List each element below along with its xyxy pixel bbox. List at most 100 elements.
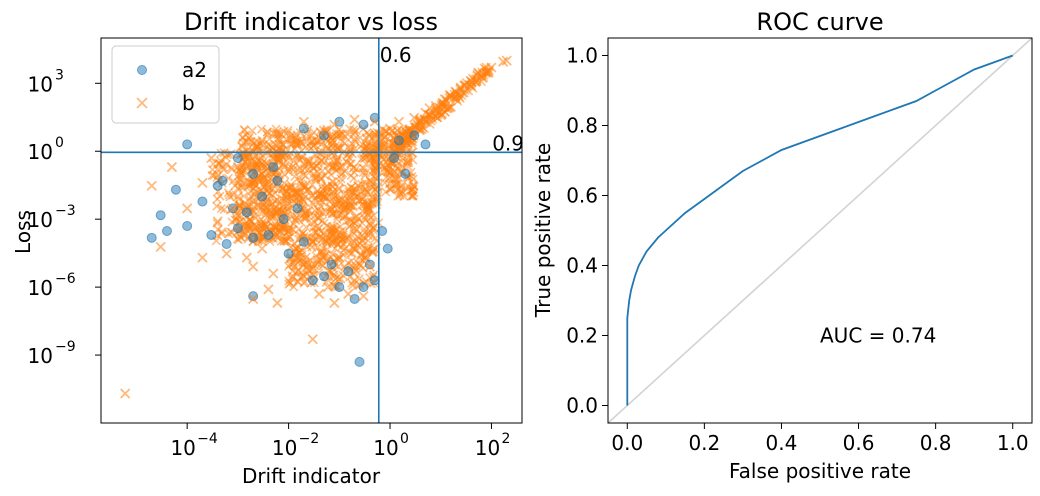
cloud-x-mark — [252, 222, 262, 232]
point-a2 — [364, 259, 375, 270]
cloud-x-mark — [300, 203, 310, 213]
cloud-x-mark — [281, 186, 291, 196]
cloud-x-mark — [316, 190, 326, 200]
cloud-x-mark — [273, 130, 283, 140]
point-b — [221, 248, 232, 259]
point-a2 — [278, 214, 289, 225]
cloud-x-mark — [288, 164, 298, 175]
point-a2 — [319, 130, 330, 141]
cloud-x-mark — [311, 227, 321, 237]
cloud-x-mark — [350, 136, 360, 146]
point-b — [466, 76, 477, 87]
point-b — [455, 83, 467, 94]
scatter-chart: Drift indicator vs loss 0.60.9 10 −4 10 −2 1… — [11, 8, 524, 488]
point-b — [298, 116, 310, 127]
cloud-x-mark — [296, 272, 306, 282]
cloud-x-mark — [431, 112, 441, 122]
point-a2 — [217, 175, 228, 186]
point-b — [415, 114, 426, 125]
cloud-x-mark — [247, 126, 257, 136]
roc-curve — [626, 54, 1014, 406]
cloud-x-mark — [222, 159, 232, 169]
point-b — [256, 168, 268, 180]
cloud-x-mark — [315, 207, 325, 217]
cloud-x-mark — [403, 148, 413, 158]
point-a2 — [334, 282, 345, 293]
cloud-x-mark — [395, 143, 405, 153]
legend-marker-b — [136, 97, 148, 109]
point-a2 — [248, 168, 259, 179]
point-b — [364, 261, 375, 272]
cloud-x-mark — [331, 237, 341, 247]
cloud-x-mark — [361, 250, 371, 260]
cloud-x-mark — [274, 139, 284, 149]
cloud-x-mark — [309, 227, 319, 237]
y-tick-label: 0.4 — [566, 254, 598, 278]
point-b — [232, 161, 244, 173]
cloud-x-mark — [427, 112, 437, 122]
point-a2 — [206, 230, 217, 241]
cloud-x-mark — [393, 163, 403, 173]
cloud-x-mark — [236, 233, 246, 243]
point-b — [313, 288, 325, 300]
point-b — [369, 243, 380, 254]
scatter-points — [120, 55, 512, 399]
cloud-x-mark — [289, 239, 299, 249]
cloud-x-mark — [301, 222, 311, 232]
legend-marker-a2 — [137, 65, 147, 75]
point-a2 — [349, 293, 360, 304]
cloud-x-mark — [346, 248, 356, 258]
cloud-x-mark — [354, 196, 365, 206]
cloud-x-mark — [289, 282, 299, 292]
cloud-x-mark — [217, 227, 227, 237]
cloud-x-mark — [418, 122, 428, 133]
cloud-x-mark — [380, 163, 390, 173]
cloud-x-mark — [231, 213, 241, 223]
scatter-thresholds: 0.6 0.9 — [101, 38, 524, 423]
legend-label-b: b — [182, 91, 195, 115]
cloud-x-mark — [350, 127, 360, 137]
cloud-x-mark — [342, 216, 353, 226]
cloud-x-mark — [387, 184, 397, 194]
point-a2 — [343, 266, 354, 277]
cloud-x-mark — [271, 232, 282, 242]
cloud-x-mark — [328, 182, 338, 192]
point-a2 — [298, 123, 309, 134]
cloud-x-mark — [364, 130, 374, 140]
cloud-x-mark — [366, 217, 376, 227]
roc-diagonal-line — [607, 37, 1033, 424]
point-b — [444, 89, 455, 101]
cloud-x-mark — [329, 272, 339, 282]
point-a2 — [146, 232, 157, 243]
cloud-x-mark — [407, 191, 418, 201]
cloud-x-mark — [294, 224, 304, 234]
cloud-x-mark — [322, 239, 332, 249]
cloud-x-mark — [351, 261, 361, 271]
cloud-x-mark — [327, 208, 338, 219]
point-b — [349, 114, 360, 125]
point-b — [329, 119, 340, 130]
scatter-legend: a2 b — [111, 45, 220, 124]
cloud-x-mark — [346, 237, 356, 248]
cloud-x-mark — [481, 66, 491, 76]
cloud-x-mark — [434, 102, 444, 112]
cloud-x-mark — [446, 102, 457, 112]
cloud-x-mark — [336, 143, 346, 153]
cloud-x-mark — [245, 157, 255, 167]
cloud-x-mark — [295, 163, 306, 173]
cloud-x-mark — [215, 191, 225, 201]
scatter-x-label: Drift indicator — [242, 464, 381, 488]
point-b — [424, 102, 435, 114]
cloud-x-mark — [216, 204, 226, 214]
roc-chart: ROC curve 0.0 0.2 0.4 0.6 0.8 1.0 0.00.20.40.… — [531, 8, 1033, 483]
point-b — [232, 191, 244, 202]
point-b — [393, 116, 405, 127]
point-b — [268, 268, 279, 279]
point-b — [182, 203, 193, 214]
point-a2 — [182, 220, 193, 231]
point-b — [498, 56, 509, 67]
point-b — [268, 220, 279, 232]
y-tick-exponent: 0 — [55, 135, 64, 151]
cloud-x-mark — [262, 180, 272, 190]
